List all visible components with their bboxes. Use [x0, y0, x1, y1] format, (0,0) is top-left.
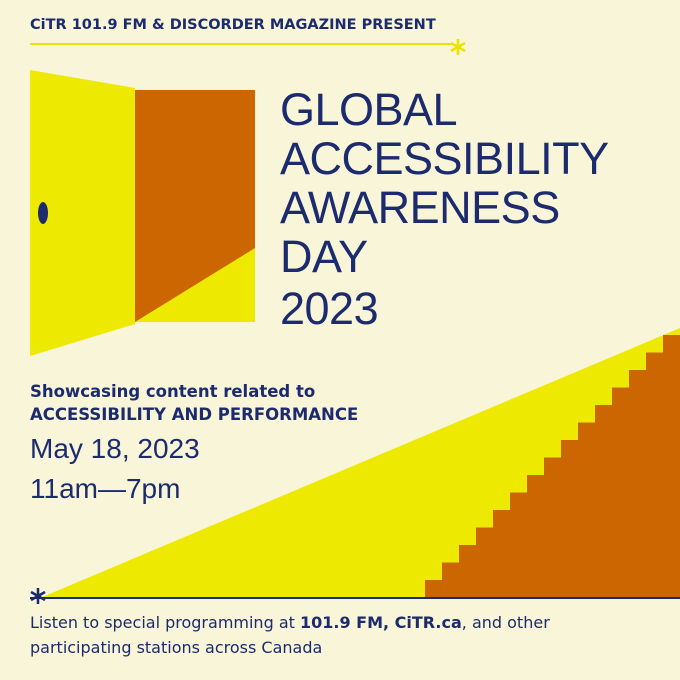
title-line: AWARENESS: [280, 182, 560, 233]
door: [30, 70, 135, 356]
title-line: GLOBAL: [280, 84, 458, 135]
stairs: [425, 335, 680, 598]
presenter: CiTR 101.9 FM & DISCORDER MAGAZINE PRESE…: [30, 17, 436, 33]
footer-text: , and other participating stations acros…: [30, 613, 550, 657]
footer-text: Listen to special programming at: [30, 613, 300, 632]
title-line: DAY: [280, 231, 368, 282]
door-light: [135, 248, 255, 322]
door-knob: [38, 202, 48, 224]
navy-asterisk: [30, 588, 46, 604]
yellow-asterisk: [450, 39, 466, 55]
time: 11am—7pm: [30, 473, 181, 504]
footer-highlight: 101.9 FM, CiTR.ca: [299, 613, 462, 632]
theme: ACCESSIBILITY AND PERFORMANCE: [30, 405, 359, 424]
intro: Showcasing content related to: [30, 382, 316, 401]
title-year: 2023: [280, 283, 379, 334]
footer: Listen to special programming at 101.9 F…: [30, 610, 630, 660]
title-line: ACCESSIBILITY: [280, 133, 609, 184]
date: May 18, 2023: [30, 433, 200, 464]
